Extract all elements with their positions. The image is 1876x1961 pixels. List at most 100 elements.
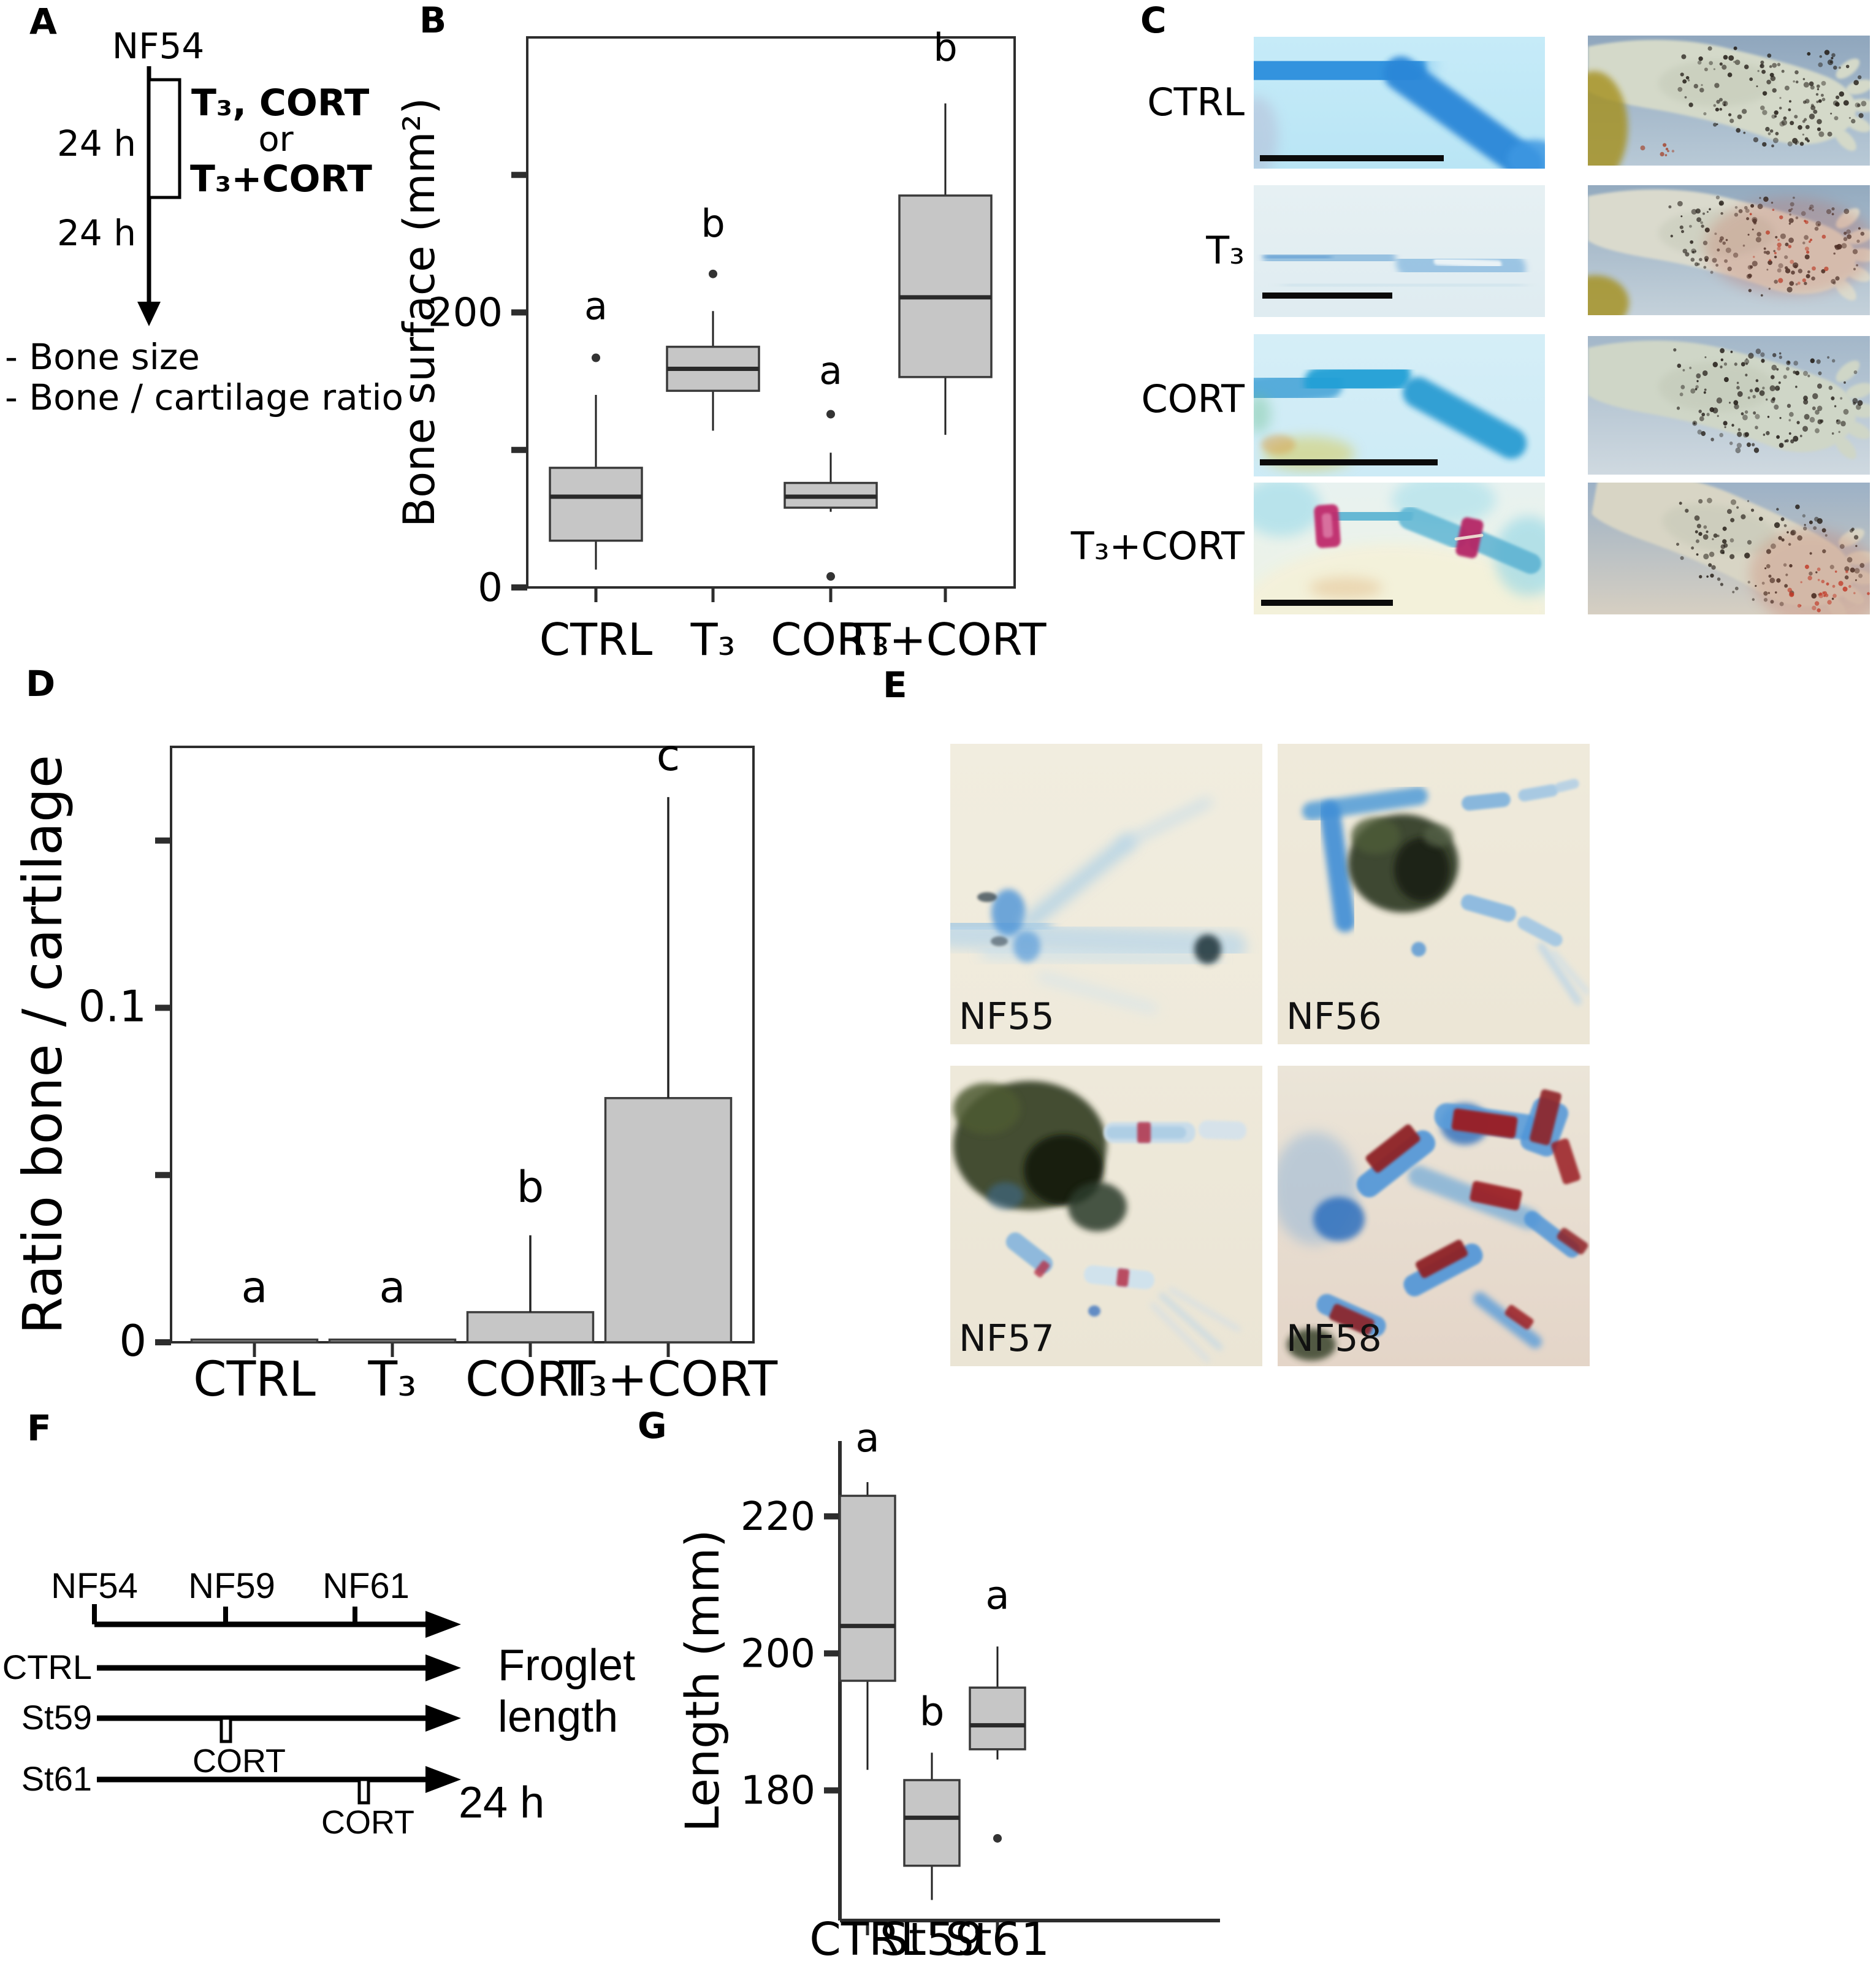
panel-e-label: E [883,664,907,706]
duration-top-label: 24 h [57,123,136,164]
speckle [1696,553,1699,556]
speckle [1691,248,1696,254]
speckle [1753,137,1759,143]
speckle [1831,396,1835,400]
speckle [1830,112,1832,115]
speckle [1858,75,1862,80]
speckle [1737,114,1742,120]
limb-group [1592,483,1870,614]
photo-shape [953,1083,1021,1134]
panel-g: G 180 200 220 CTRL St59 St61 Length (mm) a b a [638,1404,1263,1961]
photo-shape [1473,1292,1542,1348]
speckle [1774,404,1779,410]
speckle [1779,352,1782,355]
st61-arrowhead-icon [425,1766,461,1793]
speckle [1682,248,1688,254]
red-speckle [1845,570,1848,573]
red-speckle [1640,145,1645,151]
panel-a: A NF54 24 h 24 h T₃, CORT or T₃+CORT - B… [0,0,405,442]
speckle [1687,79,1690,82]
speckle [1728,55,1734,61]
red-speckle [1814,601,1820,606]
speckle [1767,53,1772,58]
speckle [1762,142,1767,147]
speckle [1827,131,1832,137]
speckle [1803,399,1809,405]
photo-stain-ctrl [1254,37,1545,169]
photo-shape [1329,1304,1375,1336]
red-speckle [1807,575,1812,581]
speckle [1679,392,1683,397]
red-speckle [1832,594,1837,598]
outlier-point [993,1833,1002,1843]
speckle [1783,524,1787,527]
red-speckle [1853,592,1856,595]
speckle [1752,443,1755,446]
toe-shape [1849,403,1870,418]
speckle [1693,422,1696,425]
speckle [1695,530,1698,533]
red-speckle [1804,220,1809,224]
speckle [1696,373,1701,379]
speckle [1802,514,1806,518]
speckle [1744,64,1749,69]
photo-limb-t3cort [1588,483,1870,614]
y-tick-label: 0 [478,565,503,611]
red-speckle [1809,240,1811,243]
speckle [1840,397,1843,400]
photo-stain-t3 [1254,185,1545,317]
speckle [1790,439,1794,444]
speckle [1693,83,1698,89]
speckle [1836,419,1839,422]
ctrl-arrowhead-icon [425,1654,461,1681]
speckle [1843,408,1849,415]
photo-shape [1411,942,1426,957]
limb-group [1588,189,1870,301]
speckle [1720,544,1726,549]
red-speckle [1826,582,1829,586]
treatment-option2-label: T₃+CORT [190,158,372,201]
speckle [1759,390,1765,396]
speckle [1803,396,1808,401]
speckle [1712,538,1714,541]
photo-shape [1261,435,1295,454]
speckle [1676,406,1680,410]
speckle [1713,68,1715,71]
timeline-arrowhead-icon [137,302,161,326]
red-speckle [1867,592,1870,595]
speckle [1804,413,1810,420]
speckle [1695,388,1698,391]
photo-stain-cort [1254,334,1545,476]
photo-shape [1384,56,1544,169]
red-speckle [1777,242,1782,247]
photo-canvas [1588,336,1870,475]
photo-canvas [950,744,1262,1044]
panel-f-diagram: NF54 NF59 NF61 CTRL St59 CORT St61 CORT … [2,1566,635,1841]
speckle [1771,364,1777,371]
photo-limb-t3 [1588,185,1870,315]
speckle [1770,75,1776,82]
speckle [1691,546,1695,550]
speckle [1723,101,1726,104]
red-speckle [1812,605,1817,611]
speckle [1766,430,1770,435]
speckle [1752,394,1756,399]
speckle [1747,540,1752,545]
toe-shape [1849,98,1870,113]
speckle [1840,421,1846,427]
speckle [1716,99,1720,104]
panel-f-label: F [27,1407,51,1449]
speckle [1729,538,1734,543]
speckle [1737,428,1741,432]
speckle [1717,534,1720,537]
y-tick-label: 0.1 [78,981,147,1031]
outcome2-label: - Bone / cartilage ratio [5,377,403,418]
speckle [1788,100,1792,103]
x-category-label: T₃ [368,1352,417,1407]
speckle [1736,381,1739,384]
speckle [1703,553,1709,560]
speckle [1729,441,1733,445]
speckle [1716,123,1718,126]
photo-canvas [1278,1066,1590,1366]
